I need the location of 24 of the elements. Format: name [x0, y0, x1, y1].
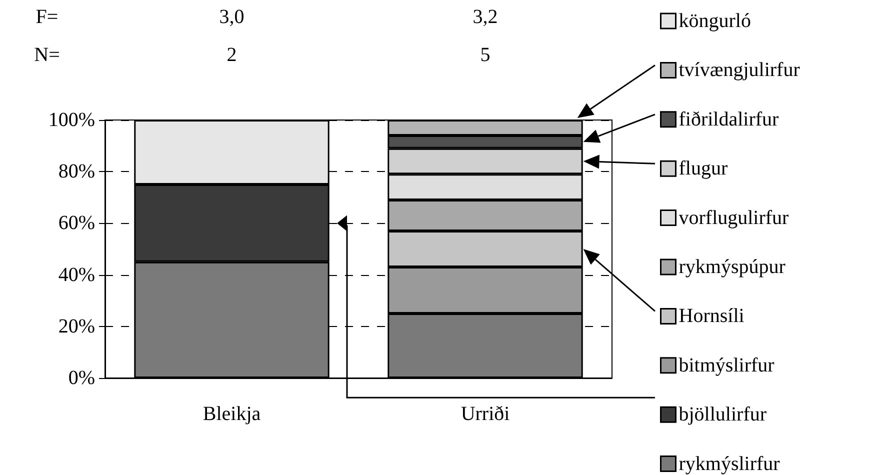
y-tick-label: 60%: [58, 212, 95, 234]
legend-label: köngurló: [678, 10, 751, 32]
legend-label: rykmýspúpur: [678, 256, 786, 278]
y-tick-label: 0%: [68, 367, 95, 389]
text: 3,0: [219, 6, 244, 28]
text: N=: [34, 44, 60, 66]
y-tick-label: 20%: [58, 315, 95, 338]
x-tick-label: Bleikja: [202, 403, 261, 425]
legend-label: bjöllulirfur: [678, 404, 767, 426]
legend-label: Hornsíli: [678, 305, 745, 328]
legend-label: vorflugulirfur: [678, 206, 790, 229]
legend-label: fiðrildalirfur: [678, 108, 780, 130]
text: 3,2: [472, 6, 498, 28]
legend-label: tvívængjulirfur: [678, 59, 800, 82]
legend-label: flugur: [678, 158, 728, 180]
text: 2: [226, 44, 237, 66]
legend-label: bitmýslirfur: [678, 354, 775, 376]
x-tick-label: Urriði: [460, 403, 510, 425]
text: 5: [480, 44, 490, 66]
y-tick-label: 40%: [58, 264, 95, 286]
y-tick-label: 100%: [48, 109, 95, 131]
text: F=: [36, 6, 58, 28]
y-tick-label: 80%: [58, 160, 95, 183]
legend-label: rykmýslirfur: [678, 452, 780, 475]
